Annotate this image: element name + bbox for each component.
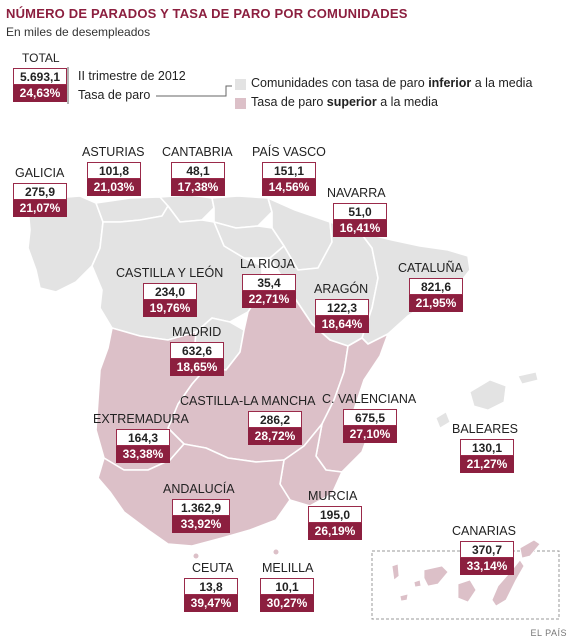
total-value-note: II trimestre de 2012 <box>78 69 186 83</box>
box-galicia: 275,9 21,07% <box>13 183 67 217</box>
box-asturias: 101,8 21,03% <box>87 162 141 196</box>
region-melilla <box>273 549 279 555</box>
box-murcia: 195,0 26,19% <box>308 506 362 540</box>
region-canarias-fuerteventura <box>491 559 525 607</box>
box-canarias: 370,7 33,14% <box>460 541 514 575</box>
page-subtitle: En miles de desempleados <box>6 25 151 39</box>
box-navarra: 51,0 16,41% <box>333 203 387 237</box>
label-cataluna: CATALUÑA <box>398 261 463 275</box>
label-castilla-leon: CASTILLA Y LEÓN <box>116 266 224 280</box>
label-la-rioja: LA RIOJA <box>240 257 295 271</box>
region-canarias-lanzarote <box>519 539 541 559</box>
label-navarra: NAVARRA <box>327 186 386 200</box>
total-box: 5.693,1 24,63% <box>13 68 67 102</box>
region-canarias-tenerife <box>423 565 449 587</box>
label-cantabria: CANTABRIA <box>162 145 233 159</box>
legend-below-text: Comunidades con tasa de paro inferior a … <box>251 76 533 90</box>
label-galicia: GALICIA <box>15 166 65 180</box>
region-baleares-mallorca <box>469 379 507 411</box>
source-credit: EL PAÍS <box>530 628 567 638</box>
label-baleares: BALEARES <box>452 422 519 436</box>
label-aragon: ARAGÓN <box>314 282 369 296</box>
box-cantabria: 48,1 17,38% <box>171 162 225 196</box>
box-aragon: 122,3 18,64% <box>315 299 369 333</box>
total-value: 5.693,1 <box>13 68 67 85</box>
label-canarias: CANARIAS <box>452 524 516 538</box>
region-baleares-ibiza <box>435 411 451 429</box>
total-rate: 24,63% <box>13 85 67 102</box>
label-madrid: MADRID <box>172 325 222 339</box>
box-pais-vasco: 151,1 14,56% <box>262 162 316 196</box>
page-title: NÚMERO DE PARADOS Y TASA DE PARO POR COM… <box>6 6 408 21</box>
legend-above-text: Tasa de paro superior a la media <box>251 95 438 109</box>
total-leader-line <box>156 85 232 97</box>
label-c-valenciana: C. VALENCIANA <box>322 392 417 406</box>
box-cataluna: 821,6 21,95% <box>409 278 463 312</box>
box-la-rioja: 35,4 22,71% <box>242 274 296 308</box>
region-andalucia <box>97 443 291 547</box>
label-castilla-mancha: CASTILLA-LA MANCHA <box>180 394 316 408</box>
box-castilla-mancha: 286,2 28,72% <box>248 411 302 445</box>
canarias-inset-frame <box>371 550 560 620</box>
label-asturias: ASTURIAS <box>82 145 145 159</box>
total-label: TOTAL <box>22 51 60 65</box>
box-ceuta: 13,8 39,47% <box>184 578 238 612</box>
legend-above-swatch <box>235 98 246 109</box>
label-ceuta: CEUTA <box>192 561 234 575</box>
region-ceuta <box>193 553 199 559</box>
legend-below-swatch <box>235 79 246 90</box>
label-andalucia: ANDALUCÍA <box>163 482 235 496</box>
box-madrid: 632,6 18,65% <box>170 342 224 376</box>
region-galicia <box>27 195 104 293</box>
label-extremadura: EXTREMADURA <box>93 412 189 426</box>
region-canarias-lapalma <box>391 563 400 581</box>
label-murcia: MURCIA <box>308 489 358 503</box>
box-baleares: 130,1 21,27% <box>460 439 514 473</box>
region-canarias-gomera <box>413 579 422 588</box>
box-melilla: 10,1 30,27% <box>260 578 314 612</box>
region-canarias-grancanaria <box>457 579 477 603</box>
region-canarias-hierro <box>399 593 409 602</box>
total-rate-note: Tasa de paro <box>78 88 151 102</box>
label-melilla: MELILLA <box>262 561 314 575</box>
region-baleares-menorca <box>517 371 539 385</box>
box-andalucia: 1.362,9 33,92% <box>172 499 230 533</box>
box-castilla-leon: 234,0 19,76% <box>143 283 197 317</box>
box-c-valenciana: 675,5 27,10% <box>343 409 397 443</box>
label-pais-vasco: PAÍS VASCO <box>252 145 326 159</box>
box-extremadura: 164,3 33,38% <box>116 429 170 463</box>
